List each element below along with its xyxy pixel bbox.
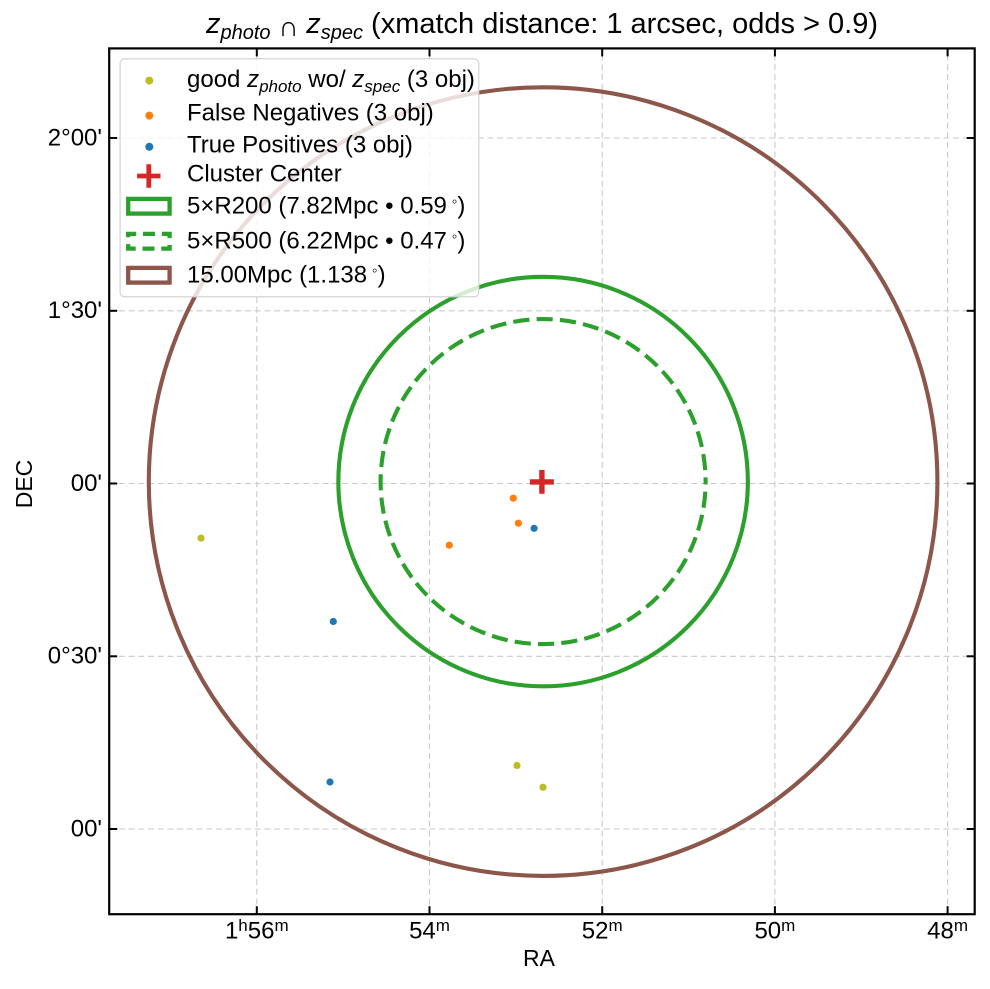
svg-text:15.00Mpc (1.138 ◦): 15.00Mpc (1.138 ◦) [187, 261, 386, 288]
svg-text:RA: RA [523, 945, 556, 971]
svg-text:False Negatives (3 obj): False Negatives (3 obj) [187, 100, 434, 127]
svg-text:DEC: DEC [11, 460, 37, 509]
svg-text:0°30': 0°30' [48, 643, 102, 670]
svg-text:00': 00' [71, 815, 102, 842]
svg-text:1°30': 1°30' [48, 297, 102, 324]
svg-text:00': 00' [71, 470, 102, 497]
svg-text:Cluster Center: Cluster Center [187, 161, 342, 188]
svg-text:zphoto ∩ zspec (xmatch distanc: zphoto ∩ zspec (xmatch distance: 1 arcse… [205, 8, 878, 44]
svg-text:True Positives (3 obj): True Positives (3 obj) [187, 131, 413, 158]
svg-text:2°00': 2°00' [48, 124, 102, 151]
svg-text:1h56m: 1h56m [225, 916, 289, 945]
svg-text:good zphoto wo/ zspec (3 obj): good zphoto wo/ zspec (3 obj) [187, 66, 475, 96]
svg-text:52m: 52m [582, 916, 623, 945]
svg-text:5×R200 (7.82Mpc • 0.59 ◦): 5×R200 (7.82Mpc • 0.59 ◦) [187, 192, 465, 219]
svg-text:5×R500 (6.22Mpc • 0.47 ◦): 5×R500 (6.22Mpc • 0.47 ◦) [187, 227, 465, 254]
